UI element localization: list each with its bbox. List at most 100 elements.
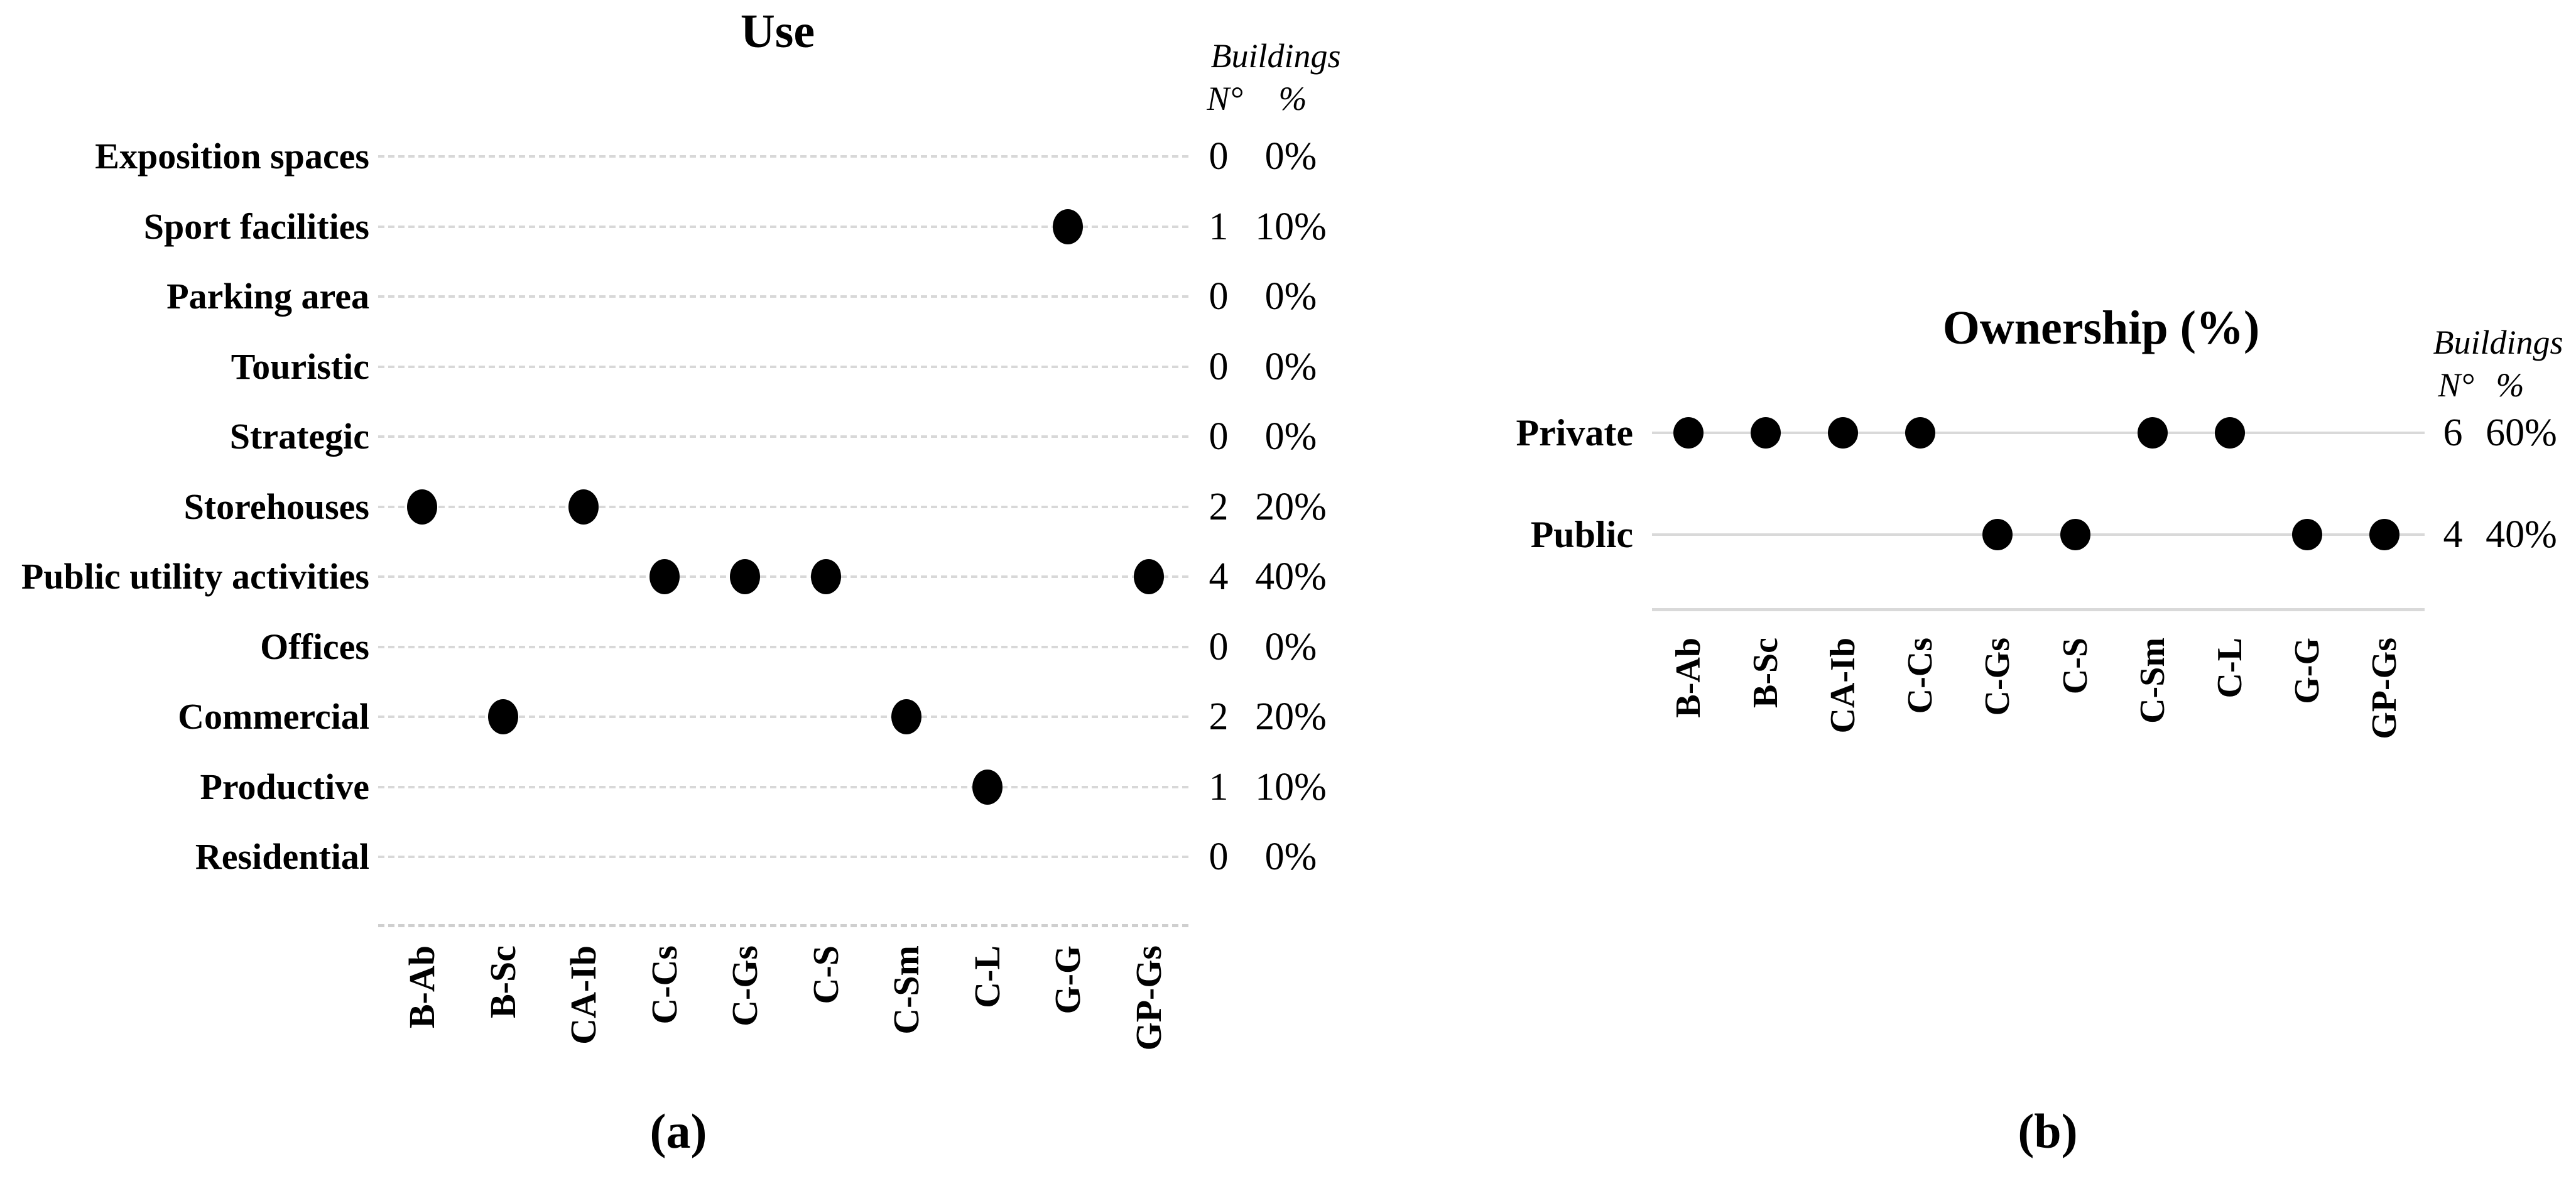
- x-category-label: C-S: [805, 945, 846, 1004]
- panel-a-title: Use: [740, 5, 815, 58]
- count-value: 0: [1209, 345, 1229, 388]
- x-category-label: C-Gs: [1978, 638, 2018, 716]
- y-category-label: Residential: [195, 836, 369, 877]
- row-gridline: [378, 575, 1190, 578]
- y-category-label: Sport facilities: [143, 205, 369, 247]
- x-category-label: CA-Ib: [1823, 638, 1863, 734]
- x-axis-line: [378, 924, 1190, 927]
- data-point-dot: [1673, 417, 1704, 449]
- data-point-dot: [972, 769, 1003, 805]
- x-axis-line: [1652, 608, 2425, 611]
- count-value: 1: [1209, 765, 1229, 808]
- count-value: 0: [1209, 625, 1229, 668]
- data-point-dot: [810, 559, 841, 594]
- x-category-label: C-Sm: [886, 945, 927, 1035]
- count-value: 0: [1209, 835, 1229, 878]
- panel-a-caption: (a): [649, 1104, 707, 1158]
- count-value: 0: [1209, 415, 1229, 458]
- count-value: 0: [1209, 135, 1229, 178]
- x-category-label: C-Cs: [1901, 638, 1940, 714]
- x-category-label: G-G: [2287, 638, 2327, 704]
- count-value: 0: [1209, 275, 1229, 318]
- x-category-label: B-Sc: [482, 945, 523, 1018]
- percent-value: 20%: [1255, 695, 1327, 738]
- x-category-label: C-L: [2210, 638, 2249, 699]
- percent-value: 0%: [1264, 835, 1317, 878]
- percent-value: 0%: [1264, 625, 1317, 668]
- row-gridline: [378, 856, 1190, 858]
- percent-value: 20%: [1255, 485, 1327, 528]
- row-gridline: [378, 435, 1190, 438]
- y-category-label: Touristic: [231, 346, 369, 387]
- row-gridline: [1652, 533, 2425, 536]
- panel-a-buildings-header: Buildings: [1210, 37, 1341, 75]
- percent-value: 10%: [1255, 765, 1327, 808]
- row-gridline: [378, 505, 1190, 508]
- data-point-dot: [1982, 519, 2013, 550]
- row-gridline: [378, 225, 1190, 228]
- x-category-label: C-Cs: [643, 945, 685, 1025]
- count-value: 2: [1209, 695, 1229, 738]
- count-value: 6: [2443, 411, 2463, 454]
- y-category-label: Private: [1516, 412, 1633, 454]
- count-value: 4: [1209, 555, 1229, 598]
- data-point-dot: [649, 559, 680, 594]
- data-point-dot: [568, 489, 599, 525]
- x-category-label: C-Gs: [724, 945, 765, 1026]
- data-point-dot: [2291, 519, 2322, 550]
- x-category-label: C-S: [2055, 638, 2095, 695]
- count-value: 1: [1209, 205, 1229, 248]
- data-point-dot: [2060, 519, 2090, 550]
- percent-value: 0%: [1264, 275, 1317, 318]
- y-category-label: Parking area: [166, 276, 369, 317]
- y-category-label: Commercial: [178, 696, 369, 737]
- data-point-dot: [1905, 417, 1936, 449]
- percent-value: 0%: [1264, 135, 1317, 178]
- x-category-label: GP-Gs: [2364, 638, 2404, 739]
- row-gridline: [378, 716, 1190, 718]
- percent-value: 60%: [2486, 411, 2557, 454]
- data-point-dot: [891, 699, 921, 734]
- data-point-dot: [730, 559, 760, 594]
- percent-value: 0%: [1264, 345, 1317, 388]
- y-category-label: Offices: [260, 626, 369, 667]
- y-category-label: Public: [1530, 514, 1633, 555]
- x-category-label: C-Sm: [2133, 638, 2172, 724]
- x-category-label: B-Ab: [1669, 638, 1708, 718]
- x-category-label: C-L: [966, 945, 1008, 1008]
- percent-value: 40%: [2486, 513, 2557, 556]
- row-gridline: [378, 785, 1190, 788]
- x-category-label: GP-Gs: [1128, 945, 1169, 1051]
- y-category-label: Productive: [200, 766, 369, 807]
- x-category-label: G-G: [1047, 945, 1088, 1015]
- data-point-dot: [2369, 519, 2399, 550]
- panel-a-pct-header: %: [1278, 80, 1307, 117]
- y-category-label: Storehouses: [183, 486, 369, 527]
- panel-b-buildings-header: Buildings: [2433, 324, 2563, 361]
- panel-a-n-header: N°: [1207, 80, 1243, 117]
- data-point-dot: [1751, 417, 1781, 449]
- percent-value: 40%: [1255, 555, 1327, 598]
- panel-b-n-header: N°: [2438, 366, 2474, 404]
- data-point-dot: [2214, 417, 2245, 449]
- x-category-label: CA-Ib: [563, 945, 604, 1045]
- x-category-label: B-Ab: [401, 945, 442, 1029]
- y-category-label: Public utility activities: [21, 556, 369, 597]
- count-value: 4: [2443, 513, 2463, 556]
- row-gridline: [1652, 432, 2425, 434]
- data-point-dot: [1133, 559, 1164, 594]
- data-point-dot: [1053, 209, 1083, 244]
- panel-b-caption: (b): [2018, 1104, 2078, 1158]
- row-gridline: [378, 365, 1190, 368]
- data-point-dot: [487, 699, 518, 734]
- row-gridline: [378, 155, 1190, 158]
- percent-value: 0%: [1264, 415, 1317, 458]
- panel-b-pct-header: %: [2496, 366, 2524, 404]
- panel-b-title: Ownership (%): [1942, 302, 2260, 354]
- row-gridline: [378, 645, 1190, 648]
- data-point-dot: [2137, 417, 2168, 449]
- data-point-dot: [1828, 417, 1859, 449]
- percent-value: 10%: [1255, 205, 1327, 248]
- y-category-label: Strategic: [229, 416, 369, 457]
